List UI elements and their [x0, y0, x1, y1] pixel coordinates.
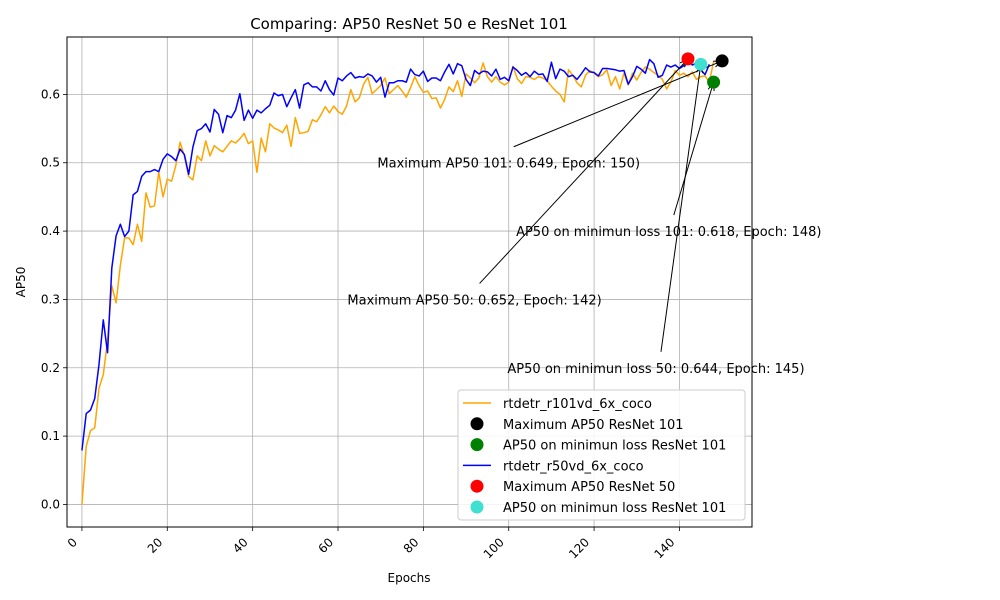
marker-point: [681, 52, 695, 66]
legend-label: AP50 on minimun loss ResNet 101: [503, 439, 726, 454]
legend-box: [457, 389, 746, 521]
legend-label: Maximum AP50 ResNet 50: [503, 480, 675, 495]
annotation-label: AP50 on minimun loss 101: 0.618, Epoch: …: [516, 225, 821, 240]
annotation-label: Maximum AP50 50: 0.652, Epoch: 142): [347, 293, 601, 308]
y-tick-label: 0.2: [41, 361, 60, 375]
annotation-layer: Maximum AP50 101: 0.649, Epoch: 150) AP50…: [347, 57, 821, 377]
x-axis-label: Epochs: [388, 571, 431, 585]
y-axis-label: AP50: [14, 267, 28, 298]
legend-swatch-marker: [470, 417, 484, 431]
chart-title: Comparing: AP50 ResNet 50 e ResNet 101: [250, 15, 568, 33]
legend-label: AP50 on minimun loss ResNet 101: [503, 501, 726, 516]
annotation-label: Maximum AP50 101: 0.649, Epoch: 150): [377, 157, 640, 172]
annotation-arrow: [673, 81, 715, 216]
legend-swatch-marker: [470, 500, 484, 514]
annotation-arrow: [513, 60, 723, 148]
legend-label: Maximum AP50 ResNet 101: [503, 418, 684, 433]
plot-frame: [66, 36, 753, 528]
y-tick-label: 0.6: [41, 87, 60, 101]
marker-point: [707, 75, 721, 89]
annotation-arrow: [660, 64, 702, 352]
y-tick-label: 0.4: [41, 224, 60, 238]
y-tick-label: 0.1: [41, 429, 60, 443]
annotation-arrow: [479, 58, 689, 284]
legend-swatch-marker: [470, 479, 484, 493]
y-tick-label: 0.3: [41, 292, 60, 306]
y-tick-label: 0.0: [41, 497, 60, 511]
marker-layer: [681, 52, 729, 89]
legend-swatch-marker: [470, 438, 484, 452]
legend-label: rtdetr_r101vd_6x_coco: [503, 397, 652, 412]
legend-label: rtdetr_r50vd_6x_coco: [503, 459, 644, 474]
marker-point: [715, 54, 729, 68]
y-tick-label: 0.5: [41, 156, 60, 170]
annotation-label: AP50 on minimun loss 50: 0.644, Epoch: 1…: [507, 362, 804, 377]
legend: rtdetr_r101vd_6x_coco Maximum AP50 ResNet…: [457, 389, 746, 521]
marker-point: [694, 57, 708, 71]
series-layer: [81, 58, 715, 505]
series-line-2: [81, 58, 711, 451]
